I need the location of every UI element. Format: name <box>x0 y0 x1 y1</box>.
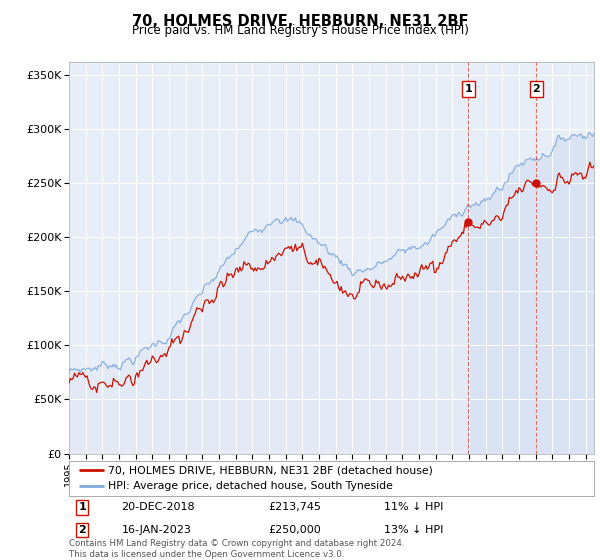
Text: HPI: Average price, detached house, South Tyneside: HPI: Average price, detached house, Sout… <box>109 481 393 491</box>
Text: 13% ↓ HPI: 13% ↓ HPI <box>384 525 443 535</box>
Text: 20-DEC-2018: 20-DEC-2018 <box>121 502 195 512</box>
Text: 70, HOLMES DRIVE, HEBBURN, NE31 2BF: 70, HOLMES DRIVE, HEBBURN, NE31 2BF <box>132 14 468 29</box>
Text: £213,745: £213,745 <box>269 502 322 512</box>
Text: 1: 1 <box>78 502 86 512</box>
Text: 70, HOLMES DRIVE, HEBBURN, NE31 2BF (detached house): 70, HOLMES DRIVE, HEBBURN, NE31 2BF (det… <box>109 465 433 475</box>
Text: Contains HM Land Registry data © Crown copyright and database right 2024.
This d: Contains HM Land Registry data © Crown c… <box>69 539 404 559</box>
Text: 2: 2 <box>78 525 86 535</box>
Text: 16-JAN-2023: 16-JAN-2023 <box>121 525 191 535</box>
Text: 1: 1 <box>464 84 472 94</box>
Text: 2: 2 <box>532 84 540 94</box>
Text: £250,000: £250,000 <box>269 525 321 535</box>
Text: 11% ↓ HPI: 11% ↓ HPI <box>384 502 443 512</box>
Text: Price paid vs. HM Land Registry's House Price Index (HPI): Price paid vs. HM Land Registry's House … <box>131 24 469 37</box>
